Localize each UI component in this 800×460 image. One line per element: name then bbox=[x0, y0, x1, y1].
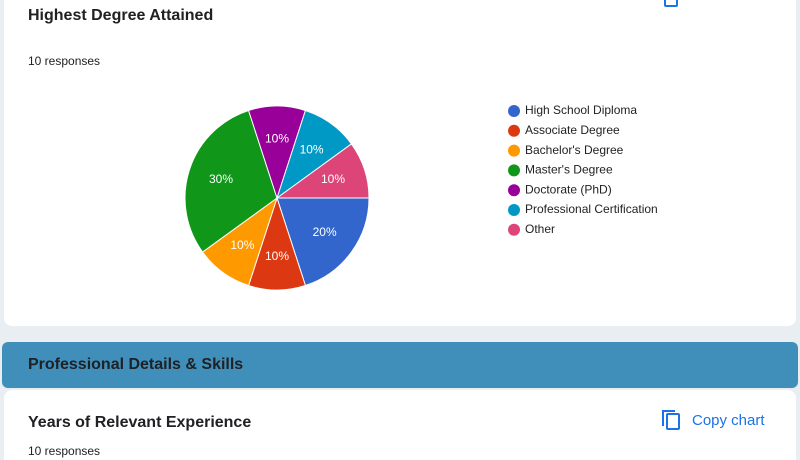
legend-swatch bbox=[508, 105, 520, 117]
legend-swatch bbox=[508, 124, 520, 137]
response-count: 10 responses bbox=[28, 444, 100, 458]
legend-label: Bachelor's Degree bbox=[525, 143, 624, 157]
card bbox=[4, 0, 796, 326]
section-header bbox=[2, 342, 798, 388]
slice-label: 10% bbox=[265, 131, 289, 145]
copy-icon bbox=[662, 410, 680, 430]
slice-label: 30% bbox=[209, 172, 233, 186]
response-count: 10 responses bbox=[28, 54, 100, 68]
slice-label: 10% bbox=[321, 172, 345, 186]
pie-slice bbox=[275, 143, 370, 199]
legend-label: High School Diploma bbox=[525, 103, 637, 117]
copy-icon-partial bbox=[664, 0, 678, 7]
legend-swatch bbox=[508, 223, 520, 236]
legend-swatch bbox=[508, 204, 520, 216]
legend-label: Other bbox=[525, 222, 555, 236]
chart-title: Highest Degree Attained bbox=[28, 7, 213, 24]
legend-label: Professional Certification bbox=[525, 202, 658, 216]
pie-slice bbox=[276, 197, 370, 287]
card-title: Years of Relevant Experience bbox=[28, 414, 251, 431]
pie-slice bbox=[184, 109, 278, 253]
slice-label: 20% bbox=[313, 225, 337, 239]
copy-chart-label: Copy chart bbox=[692, 412, 765, 429]
slice-label: 10% bbox=[230, 238, 254, 252]
legend-swatch bbox=[508, 184, 520, 197]
section-title: Professional Details & Skills bbox=[28, 356, 243, 373]
legend-swatch bbox=[508, 164, 520, 177]
copy-button[interactable]: Copy chart bbox=[662, 410, 765, 430]
card bbox=[4, 390, 796, 460]
slice-label: 10% bbox=[300, 143, 324, 157]
slice-label: 10% bbox=[265, 249, 289, 263]
legend-label: Master's Degree bbox=[525, 163, 613, 177]
legend-label: Associate Degree bbox=[525, 123, 620, 137]
legend-swatch bbox=[508, 144, 520, 157]
legend-label: Doctorate (PhD) bbox=[525, 182, 612, 196]
